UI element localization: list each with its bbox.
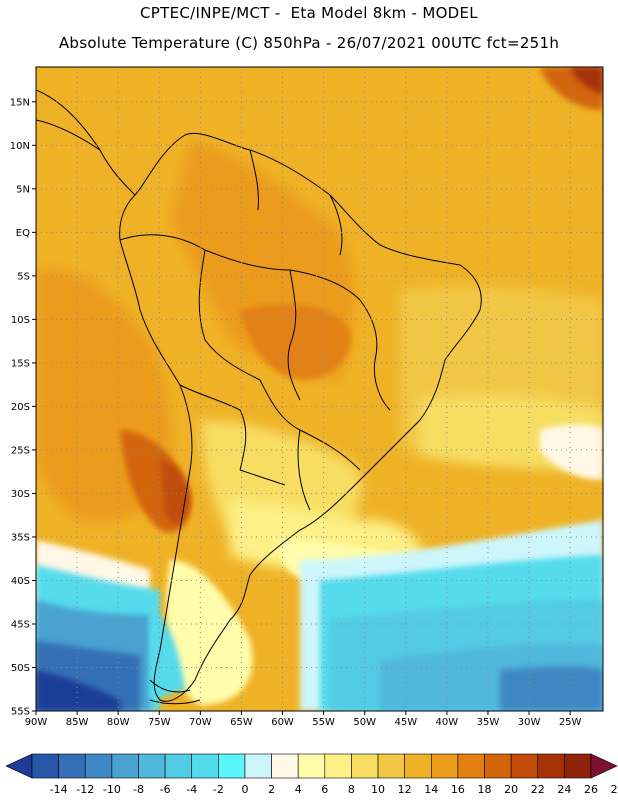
map-frame: [35, 66, 604, 712]
map-title: CPTEC/INPE/MCT - Eta Model 8km - MODEL: [140, 4, 478, 22]
colorbar-swatch: [510, 753, 539, 779]
colorbar-label: 2: [268, 783, 275, 796]
lat-label: 20S: [11, 402, 30, 413]
colorbar-swatch: [111, 753, 139, 779]
colorbar-swatch: [218, 753, 246, 779]
colorbar-swatch: [191, 753, 219, 779]
lat-label: 15S: [11, 358, 30, 369]
colorbar-label: -14: [50, 783, 68, 796]
colorbar-label: 26: [584, 783, 598, 796]
lat-label: EQ: [16, 228, 30, 239]
colorbar-swatch: [244, 753, 272, 779]
lat-label: 35S: [11, 532, 30, 543]
lat-label: 25S: [11, 445, 30, 456]
lat-label: 10N: [10, 141, 30, 152]
colorbar-label: 0: [241, 783, 248, 796]
colorbar-label: -6: [160, 783, 171, 796]
temperature-field: [36, 67, 603, 711]
colorbar-label: 12: [398, 783, 412, 796]
colorbar-label: -2: [213, 783, 224, 796]
colorbar-swatch: [271, 753, 299, 779]
lon-label: 75W: [148, 717, 171, 728]
colorbar-left-arrow: [5, 753, 33, 779]
lon-label: 80W: [107, 717, 130, 728]
colorbar-label: 20: [504, 783, 518, 796]
lon-label: 65W: [230, 717, 253, 728]
lon-label: 35W: [477, 717, 500, 728]
colorbar-label: 24: [557, 783, 571, 796]
colorbar-swatch: [297, 753, 326, 779]
lat-label: 30S: [11, 489, 30, 500]
colorbar-label: -8: [133, 783, 144, 796]
lat-label: 45S: [11, 619, 30, 630]
colorbar-swatch: [457, 753, 485, 779]
colorbar-label: 8: [348, 783, 355, 796]
lon-label: 60W: [271, 717, 294, 728]
colorbar-label: 6: [321, 783, 328, 796]
colorbar-label: 18: [478, 783, 492, 796]
map-subtitle: Absolute Temperature (C) 850hPa - 26/07/…: [58, 34, 560, 52]
colorbar-right-arrow: [590, 753, 618, 779]
colorbar-label: -4: [186, 783, 197, 796]
lon-label: 25W: [559, 717, 582, 728]
colorbar-swatch: [564, 753, 592, 779]
colorbar-label: 16: [451, 783, 465, 796]
colorbar-label: 14: [424, 783, 438, 796]
colorbar-swatch: [324, 753, 352, 779]
lon-label: 55W: [312, 717, 335, 728]
lon-label: 30W: [518, 717, 541, 728]
lat-label: 40S: [11, 576, 30, 587]
colorbar-label: -10: [103, 783, 121, 796]
colorbar-swatch: [138, 753, 166, 779]
lon-label: 90W: [25, 717, 48, 728]
lat-label: 5N: [16, 184, 30, 195]
colorbar-label: 28: [611, 783, 618, 796]
lat-label: 55S: [11, 707, 30, 718]
colorbar-swatch: [84, 753, 113, 779]
colorbar-swatch: [58, 753, 86, 779]
lat-label: 10S: [11, 315, 30, 326]
colorbar-swatch: [537, 753, 565, 779]
colorbar-swatch: [377, 753, 405, 779]
colorbar-swatch: [164, 753, 193, 779]
colorbar-label: 10: [371, 783, 385, 796]
colorbar-label: 22: [531, 783, 545, 796]
latitude-axis: 15N 10N 5N EQ 5S 10S 15S 20S 25S 30S 35S 40S 45S 50S 5…: [10, 97, 36, 718]
lon-label: 45W: [394, 717, 417, 728]
lon-label: 85W: [66, 717, 89, 728]
lat-label: 5S: [17, 271, 30, 282]
colorbar-label: -12: [76, 783, 94, 796]
colorbar-swatch: [430, 753, 459, 779]
colorbar-swatch: [351, 753, 379, 779]
colorbar-swatch: [484, 753, 512, 779]
lat-label: 50S: [11, 663, 30, 674]
lat-label: 15N: [10, 97, 30, 108]
colorbar-swatch: [404, 753, 432, 779]
lon-label: 50W: [353, 717, 376, 728]
colorbar-label: 4: [295, 783, 302, 796]
lon-label: 40W: [436, 717, 459, 728]
lon-label: 70W: [189, 717, 212, 728]
longitude-axis: 90W 85W 80W 75W 70W 65W 60W 55W 50W 45W 40W 35W 30W 2…: [25, 711, 582, 728]
colorbar: -14 -12 -10 -8 -6 -4 -2 0 2 4 6 8 10 12 14 16 18 20 22 24 26…: [5, 753, 618, 796]
colorbar-swatch: [31, 753, 59, 779]
